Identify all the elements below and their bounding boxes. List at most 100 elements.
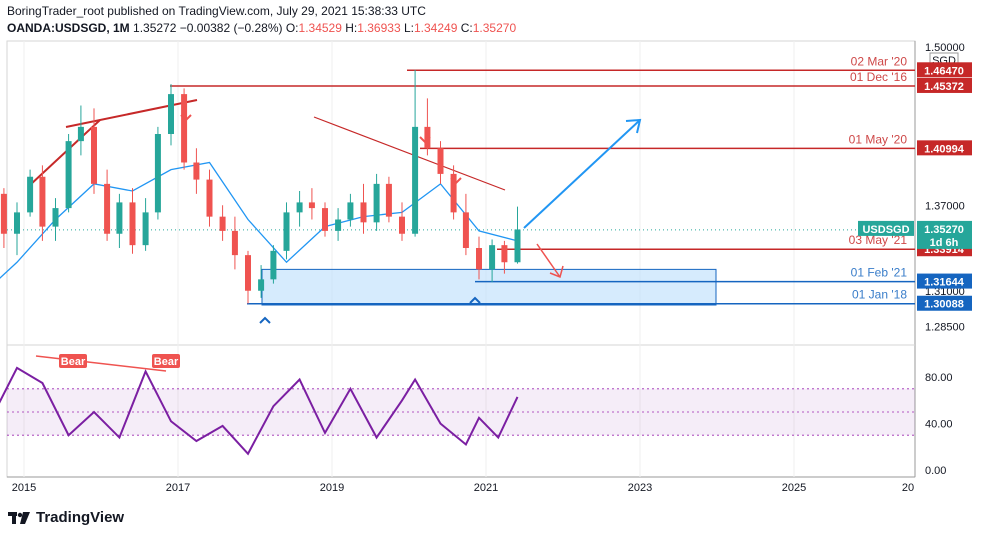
symbol-label[interactable]: OANDA:USDSGD, 1M: [7, 21, 130, 35]
candle-body: [283, 212, 290, 251]
candle-body: [104, 183, 111, 234]
candle-body: [437, 148, 444, 174]
candle-body: [514, 229, 521, 263]
horizontal-levels: 02 Mar '20 01 Dec '16 01 May '20 03 May '21…: [7, 54, 915, 305]
x-tick-label: 2019: [320, 482, 344, 494]
y-tick-label: 1.28500: [925, 321, 965, 333]
candle-body: [39, 176, 46, 227]
candle-body: [258, 279, 265, 291]
ohlc-bar: OANDA:USDSGD, 1M 1.35272 −0.00382 (−0.28…: [7, 21, 516, 35]
divergence-line: [35, 355, 167, 372]
candle-body: [14, 212, 20, 234]
candle-body: [91, 126, 97, 184]
rsi-pane: 0.00 40.00 80.00 Bear Bear: [0, 354, 953, 477]
bear-pattern-text: Bear: [61, 356, 86, 368]
candle-body: [219, 216, 226, 231]
x-tick-label: 2017: [166, 482, 190, 494]
bear-pattern-text: Bear: [154, 356, 179, 368]
symbol-tag-text: USDSGD: [862, 224, 909, 236]
candles: [0, 69, 521, 304]
candle-body: [154, 134, 161, 213]
candle-body: [206, 179, 213, 217]
level-price-text: 1.45372: [924, 81, 964, 93]
up-arrow-icon: [259, 316, 271, 324]
x-tick-label: 2023: [628, 482, 652, 494]
trendline: [65, 99, 198, 128]
support-zone: [261, 268, 717, 306]
candle-body: [296, 202, 303, 213]
level-price-text: 1.46470: [924, 65, 964, 77]
level-date-label: 02 Mar '20: [851, 54, 908, 68]
candle-body: [168, 94, 174, 134]
high-value: 1.36933: [357, 21, 401, 35]
x-tick-label: 20: [902, 482, 914, 494]
candle-body: [245, 255, 251, 291]
candle-body: [347, 202, 354, 220]
moving-average: [0, 161, 518, 279]
candle-body: [399, 216, 405, 234]
rsi-line: [0, 366, 519, 456]
level-date-label: 01 May '20: [849, 132, 908, 146]
level-price-tag: [917, 295, 972, 311]
candle-body: [385, 183, 392, 217]
price-tags: 1.464701.453721.409941.339141.316441.300…: [858, 62, 972, 311]
candle-body: [373, 183, 380, 223]
projection-arrow: [523, 119, 641, 229]
candle-body: [501, 245, 508, 263]
low-label: L:: [403, 21, 414, 35]
candle-body: [476, 248, 482, 270]
bear-pattern-tag: [59, 354, 87, 368]
level-date-label: 01 Feb '21: [851, 266, 908, 280]
level-price-tag: [917, 140, 972, 156]
candle-body: [77, 126, 84, 142]
candle-body: [116, 202, 123, 234]
publish-info: BoringTrader_root published on TradingVi…: [7, 4, 426, 18]
candle-body: [335, 219, 342, 231]
x-tick-label: 2025: [782, 482, 806, 494]
tradingview-brand: TradingView: [36, 509, 125, 526]
tradingview-footer[interactable]: TradingView: [8, 509, 124, 526]
demand-zone: [259, 268, 717, 324]
current-price-text: 1.35270: [924, 224, 964, 236]
rsi-tick-label: 0.00: [925, 465, 946, 477]
bear-pattern-tag: [152, 354, 180, 368]
projection-arrow: [536, 243, 561, 278]
countdown-text: 1d 6h: [930, 237, 959, 249]
level-price-tag: [917, 273, 972, 289]
candle-body: [65, 141, 72, 209]
x-tick-label: 2021: [474, 482, 498, 494]
open-value: 1.34529: [298, 21, 342, 35]
level-price-tag: [917, 62, 972, 78]
candle-body: [412, 126, 419, 234]
candle-body: [450, 173, 457, 213]
tradingview-logo-icon: [8, 511, 30, 525]
price-change: −0.00382 (−0.28%): [179, 21, 283, 35]
level-price-text: 1.30088: [924, 299, 964, 311]
ma-line: [0, 161, 518, 279]
candle-body: [0, 193, 7, 234]
time-axis: 2015 2017 2019 2021 2023 2025 20: [12, 482, 914, 494]
candle-body: [27, 176, 34, 213]
rsi-tick-label: 80.00: [925, 372, 953, 384]
candle-body: [193, 162, 200, 180]
arrowhead-icon: [549, 265, 564, 279]
last-price: 1.35272: [133, 21, 177, 35]
y-tick-label: 1.37000: [925, 200, 965, 212]
candle-body: [360, 202, 367, 223]
candle-body: [129, 202, 136, 246]
trend-drawings: [29, 99, 642, 279]
candle-body: [424, 126, 431, 149]
level-date-label: 03 May '21: [849, 233, 908, 247]
trendline: [313, 116, 506, 191]
trendline: [29, 119, 101, 186]
candle-body: [322, 208, 328, 231]
close-label: C:: [460, 21, 473, 35]
candle-body: [308, 202, 315, 209]
candle-body: [142, 212, 149, 246]
arrowhead-icon: [625, 118, 642, 134]
symbol-tag: [858, 220, 914, 236]
candle-body: [181, 94, 188, 163]
candle-body: [270, 250, 277, 280]
up-arrow-icon: [469, 296, 481, 304]
